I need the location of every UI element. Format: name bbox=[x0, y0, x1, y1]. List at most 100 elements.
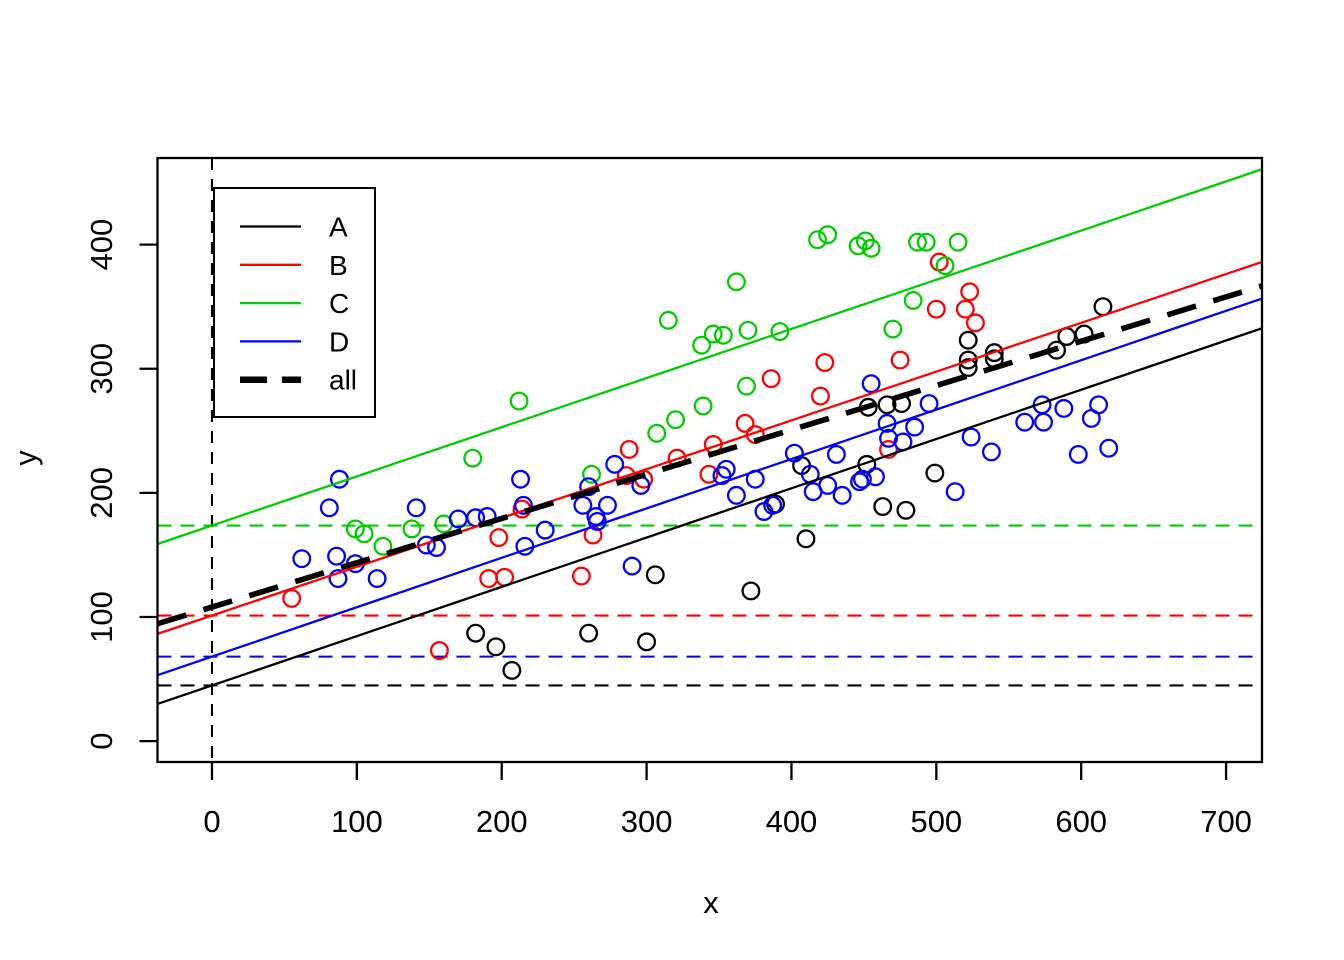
data-point bbox=[327, 546, 347, 566]
data-point bbox=[726, 485, 746, 505]
data-point bbox=[770, 322, 790, 341]
data-point bbox=[509, 391, 529, 411]
points-group-B bbox=[282, 252, 985, 660]
data-point bbox=[763, 495, 783, 515]
data-point bbox=[1068, 444, 1088, 464]
data-point bbox=[958, 330, 978, 350]
x-tick-label: 100 bbox=[331, 804, 383, 839]
legend-label-B: B bbox=[329, 250, 348, 281]
data-point bbox=[929, 252, 949, 272]
data-point bbox=[960, 282, 980, 302]
data-point bbox=[879, 439, 898, 459]
data-point bbox=[486, 637, 506, 657]
y-tick-label: 400 bbox=[84, 219, 119, 271]
data-point bbox=[926, 299, 946, 319]
data-point bbox=[466, 623, 486, 643]
data-point bbox=[890, 350, 910, 370]
data-point bbox=[571, 566, 591, 586]
data-point bbox=[1015, 412, 1035, 432]
data-point bbox=[981, 442, 1001, 462]
data-point bbox=[735, 413, 755, 433]
data-point bbox=[582, 464, 601, 484]
data-point bbox=[877, 395, 897, 415]
data-point bbox=[406, 498, 426, 518]
y-tick-label: 300 bbox=[84, 343, 119, 395]
data-point bbox=[666, 410, 686, 430]
data-point bbox=[535, 520, 555, 540]
data-point bbox=[511, 469, 530, 489]
regression-line-all bbox=[157, 283, 1262, 627]
data-point bbox=[699, 464, 719, 484]
data-point bbox=[965, 313, 985, 333]
data-point bbox=[861, 238, 881, 258]
data-point bbox=[738, 320, 758, 340]
data-point bbox=[429, 641, 449, 660]
data-point bbox=[896, 500, 916, 520]
data-point bbox=[741, 581, 761, 601]
data-point bbox=[402, 519, 422, 539]
data-point bbox=[605, 454, 625, 474]
data-point bbox=[925, 463, 945, 483]
data-point bbox=[852, 469, 872, 489]
data-point bbox=[513, 495, 533, 515]
data-point bbox=[879, 428, 898, 448]
data-point bbox=[637, 632, 657, 652]
x-tick-label: 400 bbox=[766, 804, 818, 839]
data-point bbox=[1034, 412, 1053, 432]
x-axis-title: x bbox=[703, 885, 719, 920]
data-point bbox=[479, 569, 499, 588]
data-point bbox=[367, 569, 387, 588]
regression-line-A bbox=[157, 327, 1262, 706]
data-point bbox=[1099, 438, 1119, 458]
regression-line-B bbox=[157, 260, 1262, 635]
y-axis-title: y bbox=[8, 450, 43, 466]
x-tick-label: 200 bbox=[476, 804, 528, 839]
x-axis: 0 100 200 300 400 500 600 700 bbox=[203, 762, 1252, 839]
data-point bbox=[832, 485, 852, 505]
data-point bbox=[692, 335, 712, 355]
data-point bbox=[908, 232, 927, 252]
data-point bbox=[761, 369, 781, 389]
data-point bbox=[935, 256, 955, 276]
regression-line-D bbox=[157, 297, 1262, 677]
data-point bbox=[955, 299, 975, 319]
data-point bbox=[726, 272, 746, 292]
data-point bbox=[958, 358, 978, 377]
data-point bbox=[903, 291, 923, 310]
legend-label-A: A bbox=[329, 212, 348, 243]
points-group-D bbox=[292, 374, 1119, 588]
legend-label-all: all bbox=[329, 365, 357, 396]
x-tick-label: 0 bbox=[203, 804, 220, 839]
data-point bbox=[716, 459, 736, 479]
data-point bbox=[873, 497, 893, 516]
data-point bbox=[598, 495, 617, 515]
data-point bbox=[866, 467, 885, 487]
data-point bbox=[861, 374, 881, 394]
data-point bbox=[945, 482, 965, 502]
data-point bbox=[463, 448, 483, 468]
points-group-C bbox=[345, 225, 968, 556]
data-point bbox=[328, 569, 348, 588]
data-point bbox=[292, 549, 312, 569]
regression-line-C bbox=[157, 168, 1262, 546]
data-point bbox=[810, 386, 830, 406]
data-point bbox=[703, 324, 723, 344]
data-point bbox=[961, 427, 981, 447]
legend-label-D: D bbox=[329, 326, 349, 357]
data-point bbox=[658, 310, 678, 330]
data-point bbox=[984, 343, 1004, 363]
data-point bbox=[883, 319, 903, 339]
data-point bbox=[948, 232, 968, 252]
x-tick-label: 600 bbox=[1055, 804, 1107, 839]
regression-lines bbox=[157, 168, 1262, 706]
data-point bbox=[1081, 408, 1101, 428]
data-point bbox=[713, 325, 733, 345]
data-point bbox=[784, 443, 804, 463]
x-tick-label: 700 bbox=[1200, 804, 1252, 839]
data-point bbox=[489, 528, 509, 548]
data-point bbox=[579, 623, 599, 643]
x-tick-label: 300 bbox=[621, 804, 673, 839]
data-point bbox=[693, 396, 713, 416]
